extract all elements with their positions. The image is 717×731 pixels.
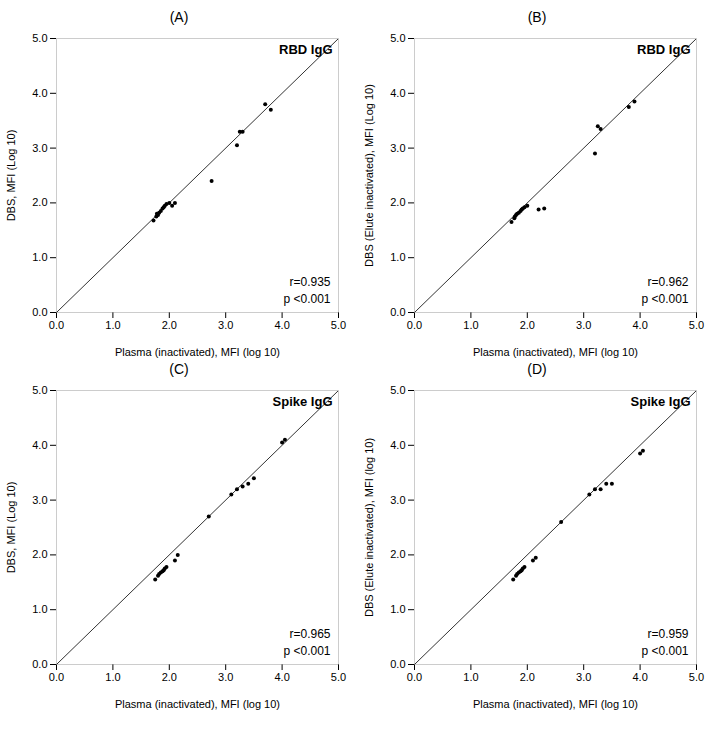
svg-text:3.0: 3.0 xyxy=(218,671,233,683)
html-text:(C): (C) xyxy=(169,361,189,377)
svg-text:DBS (Elute inactivated), MFI (: DBS (Elute inactivated), MFI (Log 10) xyxy=(363,84,375,267)
svg-text:3.0: 3.0 xyxy=(32,494,47,506)
svg-text:1.0: 1.0 xyxy=(32,603,47,615)
svg-text:Plasma (inactivated), MFI (log: Plasma (inactivated), MFI (log 10) xyxy=(115,698,280,710)
svg-text:2.0: 2.0 xyxy=(390,548,405,560)
svg-text:DBS, MFI (Log 10): DBS, MFI (Log 10) xyxy=(5,130,17,222)
svg-text:3.0: 3.0 xyxy=(576,671,591,683)
svg-text:p <0.001: p <0.001 xyxy=(641,644,688,658)
svg-text:0.0: 0.0 xyxy=(49,671,64,683)
svg-text:5.0: 5.0 xyxy=(390,32,405,44)
svg-text:DBS, MFI (Log 10): DBS, MFI (Log 10) xyxy=(5,482,17,574)
svg-text:0.0: 0.0 xyxy=(390,306,405,318)
svg-text:0.0: 0.0 xyxy=(49,319,64,331)
svg-text:r=0.935: r=0.935 xyxy=(289,275,330,289)
svg-text:DBS (Elute inactivated), MFI (: DBS (Elute inactivated), MFI (log 10) xyxy=(363,438,375,617)
svg-text:2.0: 2.0 xyxy=(520,319,535,331)
svg-text:5.0: 5.0 xyxy=(331,319,346,331)
svg-text:4.0: 4.0 xyxy=(632,671,647,683)
svg-text:0.0: 0.0 xyxy=(390,658,405,670)
svg-text:5.0: 5.0 xyxy=(32,32,47,44)
svg-text:Plasma (inactivated), MFI (log: Plasma (inactivated), MFI (log 10) xyxy=(115,346,280,358)
svg-text:p <0.001: p <0.001 xyxy=(641,292,688,306)
svg-text:4.0: 4.0 xyxy=(274,319,289,331)
svg-text:0.0: 0.0 xyxy=(407,671,422,683)
svg-text:1.0: 1.0 xyxy=(105,319,120,331)
svg-text:4.0: 4.0 xyxy=(632,319,647,331)
svg-text:RBD IgG: RBD IgG xyxy=(637,42,690,57)
html-text:(A): (A) xyxy=(169,9,189,25)
svg-text:r=0.962: r=0.962 xyxy=(647,275,688,289)
svg-text:4.0: 4.0 xyxy=(32,439,47,451)
svg-text:2.0: 2.0 xyxy=(520,671,535,683)
svg-text:3.0: 3.0 xyxy=(390,142,405,154)
svg-text:4.0: 4.0 xyxy=(274,671,289,683)
svg-text:p <0.001: p <0.001 xyxy=(283,644,330,658)
svg-text:2.0: 2.0 xyxy=(390,196,405,208)
svg-text:r=0.965: r=0.965 xyxy=(289,627,330,641)
svg-text:2.0: 2.0 xyxy=(162,671,177,683)
svg-text:3.0: 3.0 xyxy=(576,319,591,331)
svg-text:r=0.959: r=0.959 xyxy=(647,627,688,641)
svg-text:4.0: 4.0 xyxy=(32,87,47,99)
svg-text:Plasma (inactivated), MFI (log: Plasma (inactivated), MFI (log 10) xyxy=(473,698,638,710)
svg-text:1.0: 1.0 xyxy=(463,319,478,331)
html-text:(D): (D) xyxy=(527,361,547,377)
svg-text:2.0: 2.0 xyxy=(162,319,177,331)
svg-text:1.0: 1.0 xyxy=(105,671,120,683)
svg-text:5.0: 5.0 xyxy=(331,671,346,683)
svg-text:5.0: 5.0 xyxy=(689,671,704,683)
svg-text:Spike IgG: Spike IgG xyxy=(273,394,333,409)
svg-text:3.0: 3.0 xyxy=(390,494,405,506)
svg-text:3.0: 3.0 xyxy=(32,142,47,154)
svg-text:RBD IgG: RBD IgG xyxy=(279,42,332,57)
svg-text:5.0: 5.0 xyxy=(390,384,405,396)
svg-text:0.0: 0.0 xyxy=(407,319,422,331)
svg-text:3.0: 3.0 xyxy=(218,319,233,331)
svg-text:4.0: 4.0 xyxy=(390,439,405,451)
svg-text:Plasma (inactivated), MFI (log: Plasma (inactivated), MFI (log 10) xyxy=(473,346,638,358)
svg-text:2.0: 2.0 xyxy=(32,196,47,208)
svg-text:1.0: 1.0 xyxy=(463,671,478,683)
svg-text:1.0: 1.0 xyxy=(32,251,47,263)
html-text:(B): (B) xyxy=(527,9,547,25)
svg-text:Spike IgG: Spike IgG xyxy=(631,394,691,409)
svg-text:0.0: 0.0 xyxy=(32,306,47,318)
svg-text:0.0: 0.0 xyxy=(32,658,47,670)
svg-text:p <0.001: p <0.001 xyxy=(283,292,330,306)
svg-text:1.0: 1.0 xyxy=(390,603,405,615)
svg-text:4.0: 4.0 xyxy=(390,87,405,99)
svg-text:5.0: 5.0 xyxy=(689,319,704,331)
svg-text:2.0: 2.0 xyxy=(32,548,47,560)
svg-text:5.0: 5.0 xyxy=(32,384,47,396)
svg-text:1.0: 1.0 xyxy=(390,251,405,263)
